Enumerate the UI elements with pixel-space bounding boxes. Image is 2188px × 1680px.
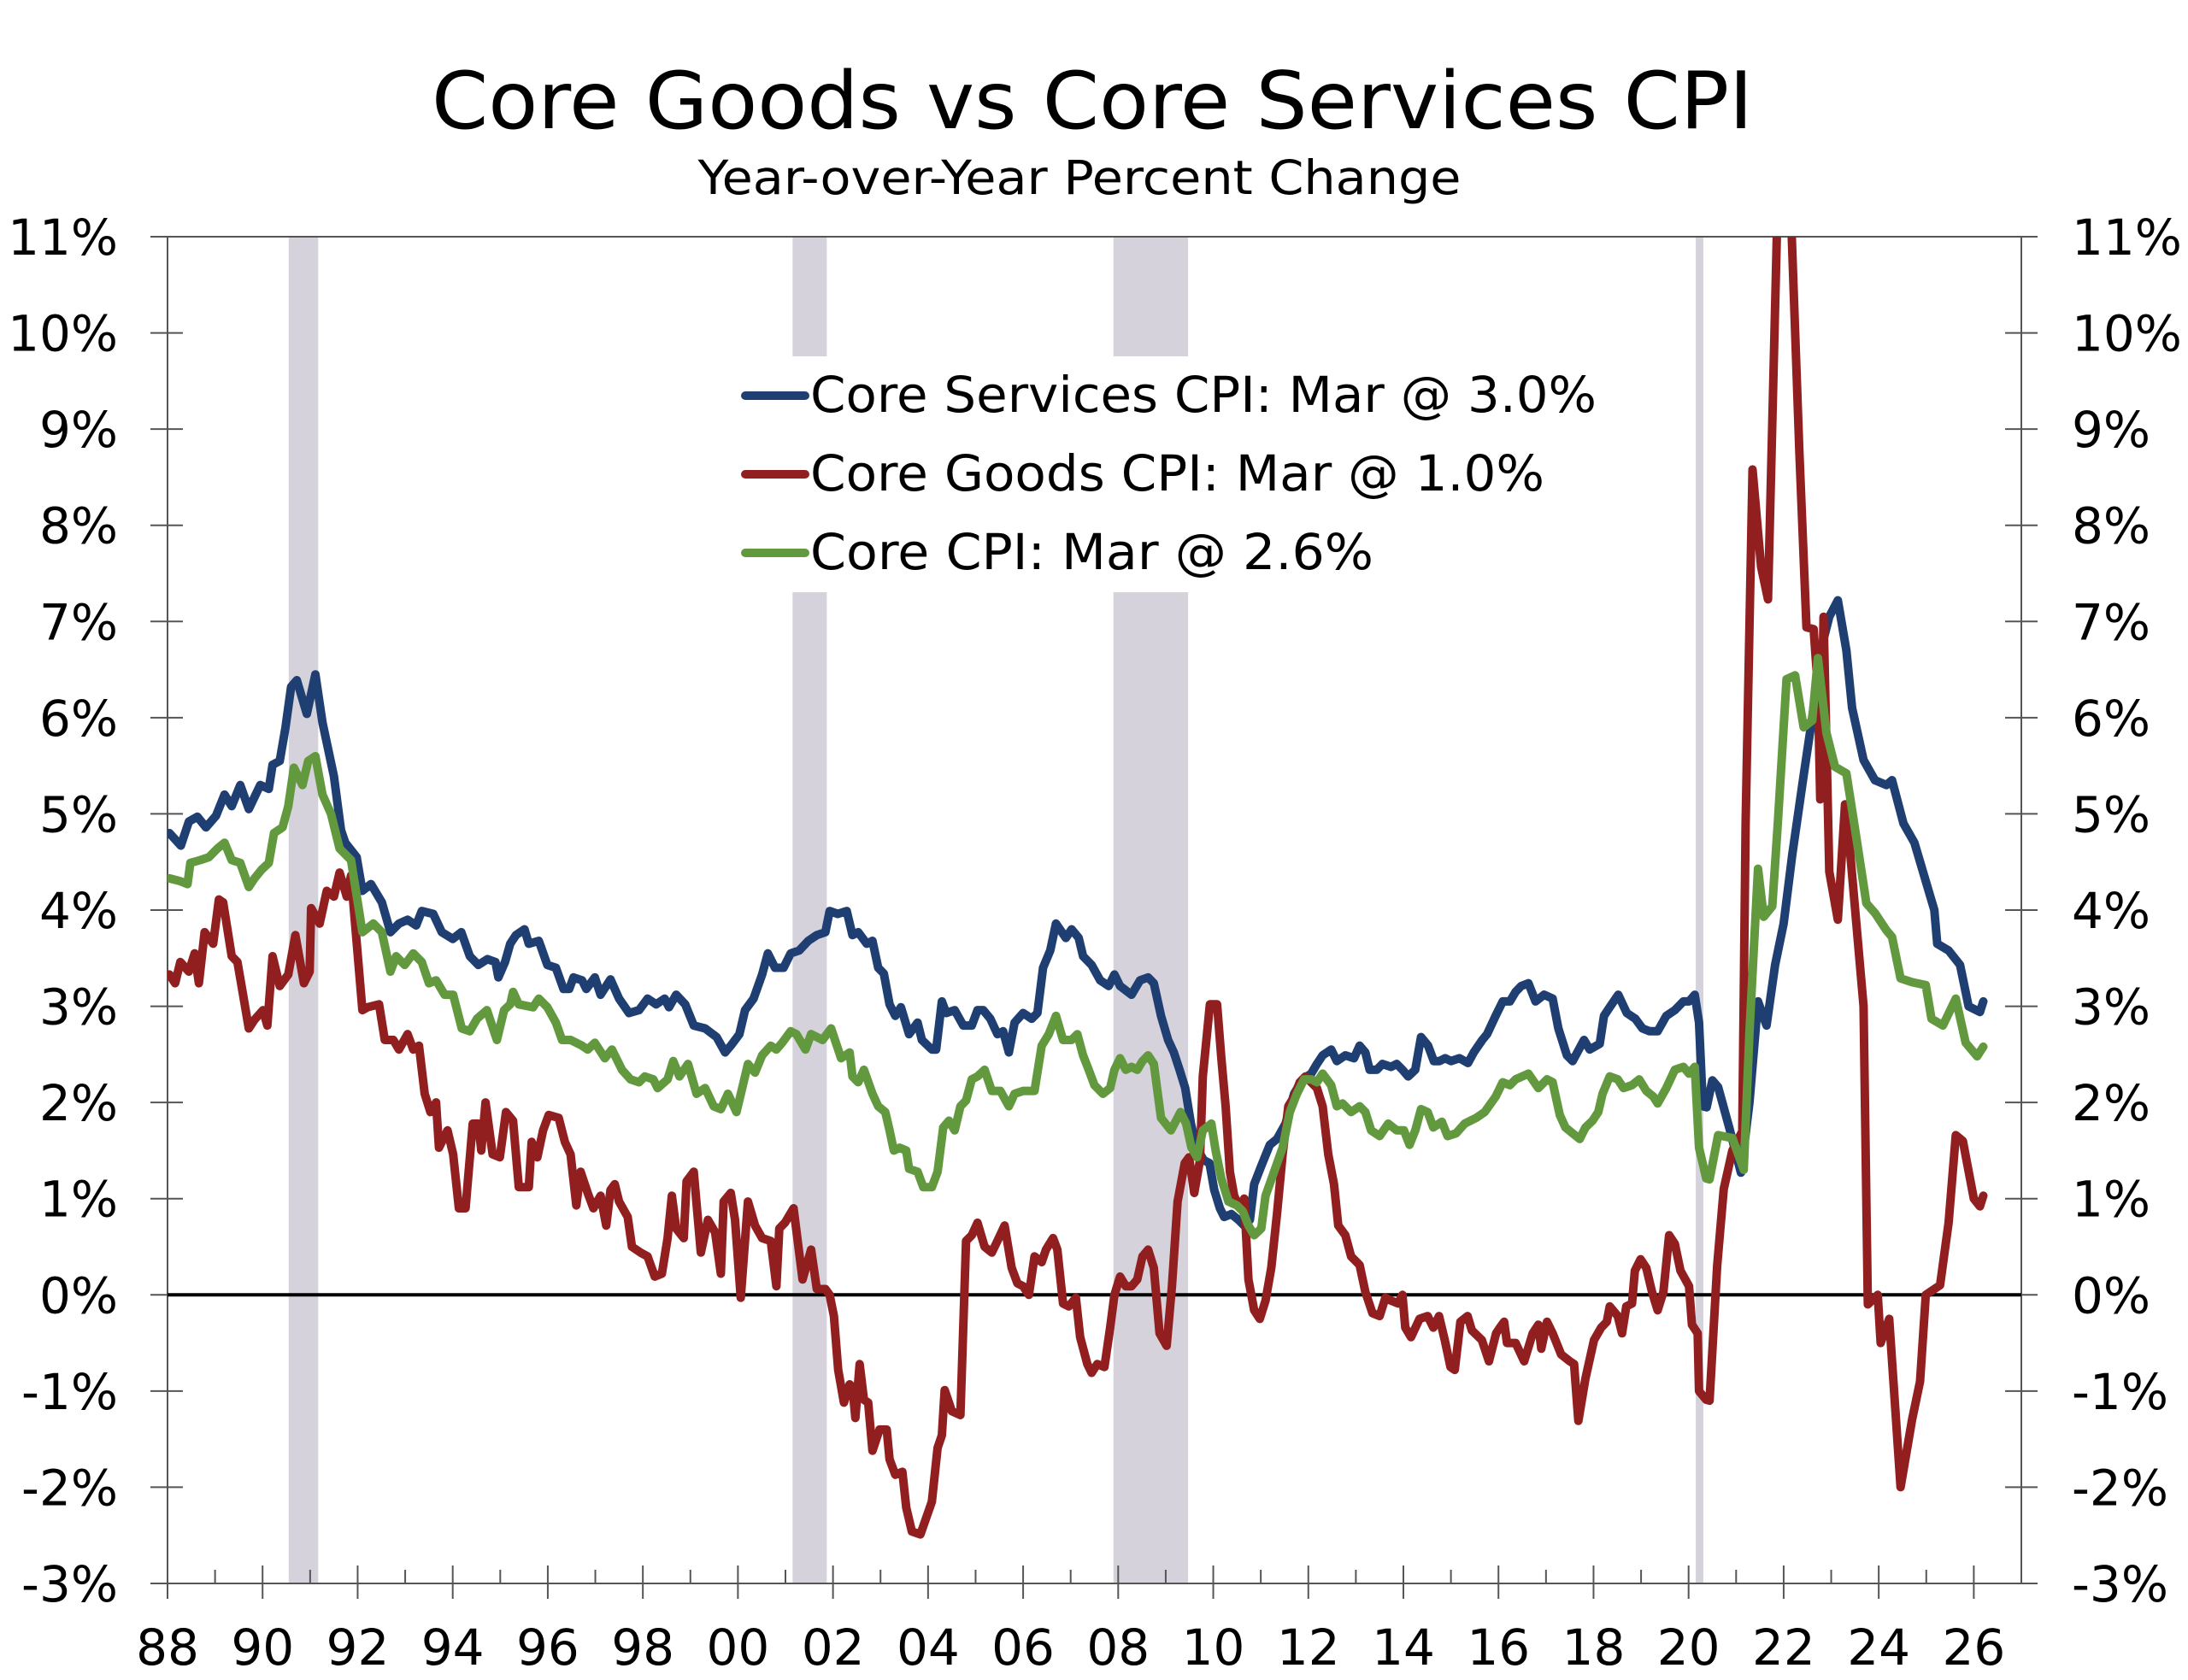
y-tick-label-left: 0%	[39, 1266, 118, 1325]
y-tick-label-right: 6%	[2072, 690, 2150, 748]
x-tick-label: 10	[1182, 1618, 1245, 1677]
legend-background	[733, 356, 1614, 592]
y-tick-label-right: 8%	[2072, 497, 2150, 555]
y-tick-label-right: 3%	[2072, 978, 2150, 1037]
y-tick-label-left: 2%	[39, 1074, 118, 1132]
legend-label: Core CPI: Mar @ 2.6%	[810, 523, 1373, 581]
y-tick-label-left: 9%	[39, 401, 118, 459]
y-tick-label-left: 10%	[8, 305, 118, 363]
chart-subtitle: Year-over-Year Percent Change	[697, 150, 1461, 205]
y-tick-label-right: -1%	[2072, 1363, 2168, 1421]
series-line-core-cpi	[168, 654, 1988, 1240]
y-tick-label-right: -2%	[2072, 1459, 2168, 1517]
x-tick-label: 94	[421, 1618, 485, 1677]
legend: Core Services CPI: Mar @ 3.0% Core Goods …	[741, 366, 1597, 581]
x-tick-label: 26	[1942, 1618, 2005, 1677]
x-tick-label: 02	[802, 1618, 865, 1677]
x-tick-label: 22	[1752, 1618, 1815, 1677]
x-tick-label: 90	[231, 1618, 294, 1677]
x-tick-label: 96	[516, 1618, 579, 1677]
x-tick-label: 88	[136, 1618, 199, 1677]
series-line-core-services-cpi	[168, 596, 1988, 1231]
x-tick-label: 98	[611, 1618, 674, 1677]
y-tick-label-left: 8%	[39, 497, 118, 555]
series-line-core-goods-cpi	[168, 237, 1988, 1539]
legend-item: Core CPI: Mar @ 2.6%	[741, 523, 1373, 581]
y-tick-label-right: 5%	[2072, 785, 2150, 843]
x-tick-label: 12	[1277, 1618, 1340, 1677]
y-tick-label-right: -3%	[2072, 1555, 2168, 1613]
y-tick-label-left: 5%	[39, 785, 118, 843]
y-tick-label-left: 3%	[39, 978, 118, 1037]
axes: 11% 11% 10% 10% 9% 9% 8% 8% 7% 7% 6% 6% 5% 5% 4% 4% 3% 3%…	[8, 209, 2182, 1677]
y-tick-label-right: 4%	[2072, 882, 2150, 940]
y-tick-label-left: 4%	[39, 882, 118, 940]
y-tick-label-right: 0%	[2072, 1266, 2150, 1325]
legend-item: Core Goods CPI: Mar @ 1.0%	[741, 444, 1544, 502]
chart-title: Core Goods vs Core Services CPI	[432, 55, 1753, 147]
x-tick-label: 24	[1847, 1618, 1910, 1677]
legend-item: Core Services CPI: Mar @ 3.0%	[741, 366, 1597, 424]
y-tick-label-right: 10%	[2072, 305, 2182, 363]
y-tick-label-left: 6%	[39, 690, 118, 748]
legend-label: Core Goods CPI: Mar @ 1.0%	[810, 444, 1544, 502]
y-tick-label-left: 1%	[39, 1171, 118, 1229]
recession-bar	[1696, 237, 1703, 1583]
x-tick-label: 14	[1372, 1618, 1435, 1677]
x-tick-label: 20	[1657, 1618, 1720, 1677]
x-tick-label: 06	[991, 1618, 1055, 1677]
y-tick-label-right: 2%	[2072, 1074, 2150, 1132]
y-tick-label-left: 7%	[39, 593, 118, 651]
y-tick-label-right: 1%	[2072, 1171, 2150, 1229]
y-tick-label-right: 7%	[2072, 593, 2150, 651]
x-tick-label: 92	[326, 1618, 390, 1677]
x-tick-label: 18	[1562, 1618, 1626, 1677]
x-tick-label: 00	[706, 1618, 769, 1677]
y-tick-label-left: 11%	[8, 209, 118, 267]
x-tick-label: 08	[1086, 1618, 1150, 1677]
y-tick-label-left: -3%	[21, 1555, 118, 1613]
x-tick-label: 04	[897, 1618, 960, 1677]
y-tick-label-left: -1%	[21, 1363, 118, 1421]
y-tick-label-right: 9%	[2072, 401, 2150, 459]
y-tick-label-left: -2%	[21, 1459, 118, 1517]
y-tick-label-right: 11%	[2072, 209, 2182, 267]
x-tick-label: 16	[1467, 1618, 1530, 1677]
legend-label: Core Services CPI: Mar @ 3.0%	[810, 366, 1597, 424]
series-lines	[168, 237, 1988, 1539]
